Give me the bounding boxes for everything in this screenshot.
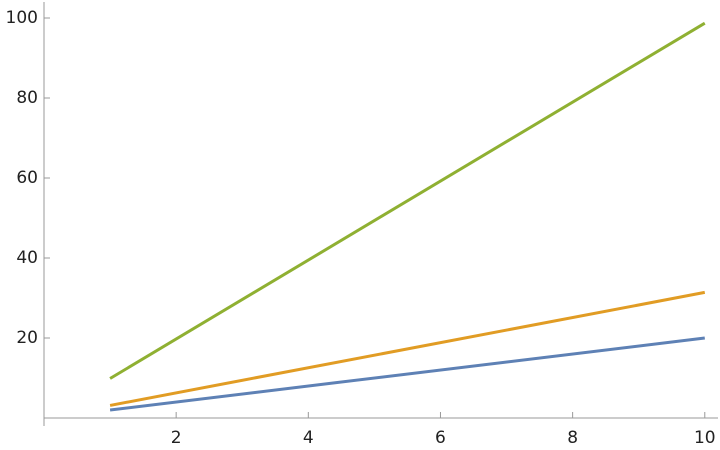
series-line xyxy=(109,290,706,407)
y-tick-label: 60 xyxy=(16,168,38,188)
y-tick-label: 80 xyxy=(16,88,38,108)
y-tick-label: 40 xyxy=(16,248,38,268)
x-tick-label: 10 xyxy=(694,428,716,448)
series-line xyxy=(109,21,706,380)
y-tick-label: 100 xyxy=(6,8,38,28)
y-tick-label: 20 xyxy=(16,328,38,348)
x-tick-label: 2 xyxy=(171,428,182,448)
x-tick-label: 4 xyxy=(303,428,314,448)
series-line xyxy=(109,336,705,412)
x-tick-label: 8 xyxy=(567,428,578,448)
x-tick-label: 6 xyxy=(435,428,446,448)
